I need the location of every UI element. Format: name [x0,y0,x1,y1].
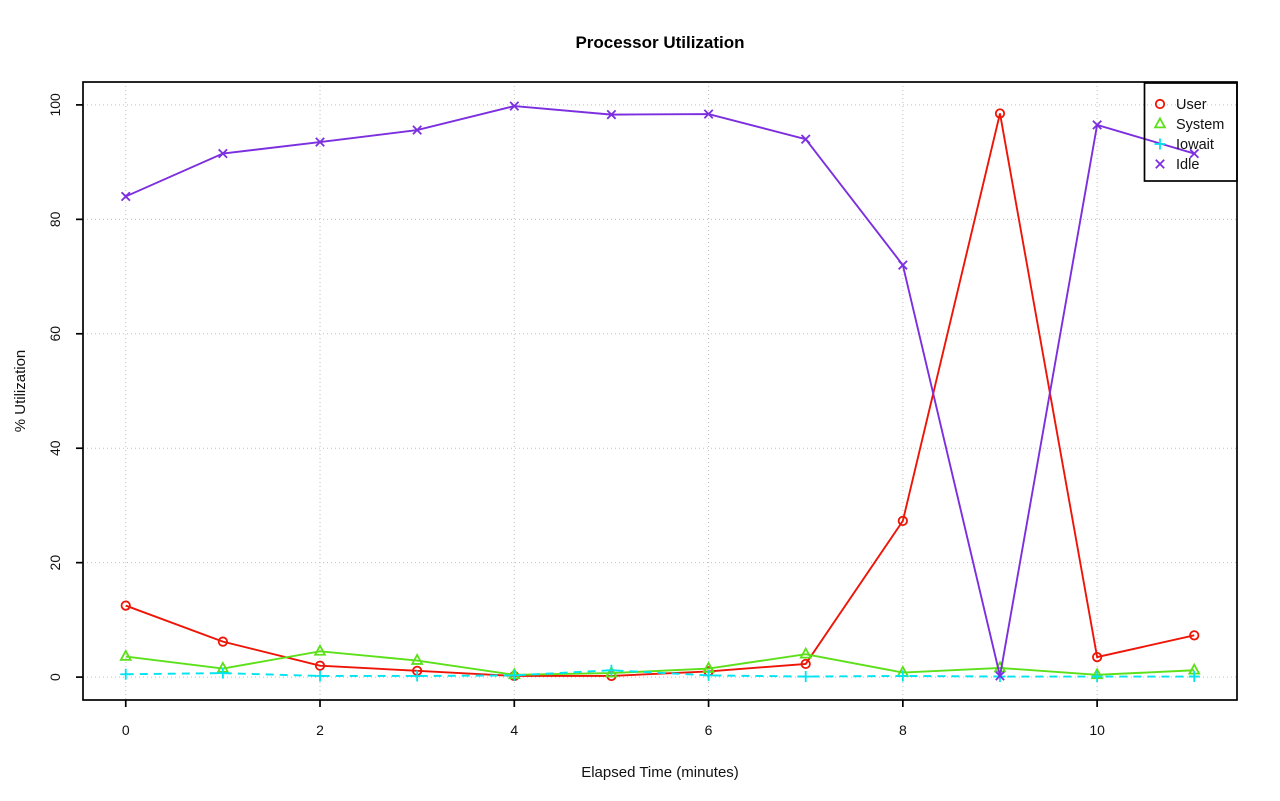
series-line-user [125,113,1195,677]
series-line-iowait [125,669,1195,678]
x-tick-label: 0 [122,722,130,738]
y-tick-label: 80 [47,211,63,227]
circle-marker-user [994,108,1006,119]
series-idle [120,101,1200,681]
circle-marker-user [120,600,131,611]
circle-marker-legend [1154,98,1166,110]
x-marker-idle [1092,120,1102,130]
triangle-marker-system [410,653,424,665]
x-tick-label: 6 [705,722,713,738]
plot-box [82,81,1238,701]
x-marker-idle [509,101,520,111]
x-marker-idle [898,260,908,270]
gridlines [83,82,1237,700]
legend-entry-label: Idle [1176,157,1199,173]
x-tick-label: 8 [899,722,907,738]
legend-entry-label: Iowait [1176,137,1214,153]
x-marker-idle [606,109,617,120]
triangle-marker-legend [1153,116,1167,129]
x-marker-idle [703,109,714,119]
plus-marker-iowait [120,668,132,680]
series-line-idle [125,105,1195,677]
plus-marker-iowait [508,669,520,681]
legend-entry-label: User [1176,97,1207,113]
series-line-system [125,650,1195,676]
triangle-marker-system [313,643,327,656]
plus-marker-iowait [897,670,909,682]
plus-marker-iowait [605,664,617,676]
plus-marker-iowait [800,671,812,683]
x-tick-label: 2 [316,722,324,738]
x-tick-label: 4 [510,722,518,738]
plus-marker-iowait [703,669,715,681]
legend-entry-label: System [1176,117,1224,133]
series-iowait [120,664,1200,683]
x-marker-idle [995,671,1005,681]
y-tick-label: 20 [47,555,63,571]
x-tick-label: 10 [1089,722,1105,738]
y-tick-label: 100 [47,93,63,117]
plus-marker-iowait [217,667,229,679]
x-marker-idle [218,148,228,159]
x-marker-idle [412,125,422,135]
circle-marker-user [897,515,908,526]
circle-marker-user [1189,630,1200,641]
x-marker-idle [120,191,131,202]
plus-marker-iowait [411,670,423,682]
triangle-marker-system [605,665,618,678]
circle-marker-user [314,660,326,671]
x-axis-label: Elapsed Time (minutes) [581,764,739,781]
plus-marker-legend [1154,138,1166,150]
x-marker-idle [315,137,325,147]
circle-marker-user [217,636,228,647]
triangle-marker-system [799,646,813,659]
y-axis-label: % Utilization [12,350,29,433]
plus-marker-iowait [1188,671,1200,683]
legend-box [1143,82,1238,182]
circle-marker-user [800,658,811,670]
circle-marker-user [1092,651,1103,663]
series-user [120,108,1200,682]
plus-marker-iowait [314,670,326,682]
triangle-marker-system [119,649,133,661]
x-marker-legend [1155,159,1165,169]
legend: User System Iowait Idle [1143,82,1238,182]
y-tick-label: 60 [47,326,63,342]
x-marker-idle [1189,148,1200,159]
x-marker-idle [800,134,811,145]
plus-marker-iowait [1091,671,1103,683]
y-tick-label: 0 [47,673,63,681]
y-tick-label: 40 [47,440,63,456]
chart-title: Processor Utilization [575,33,744,52]
